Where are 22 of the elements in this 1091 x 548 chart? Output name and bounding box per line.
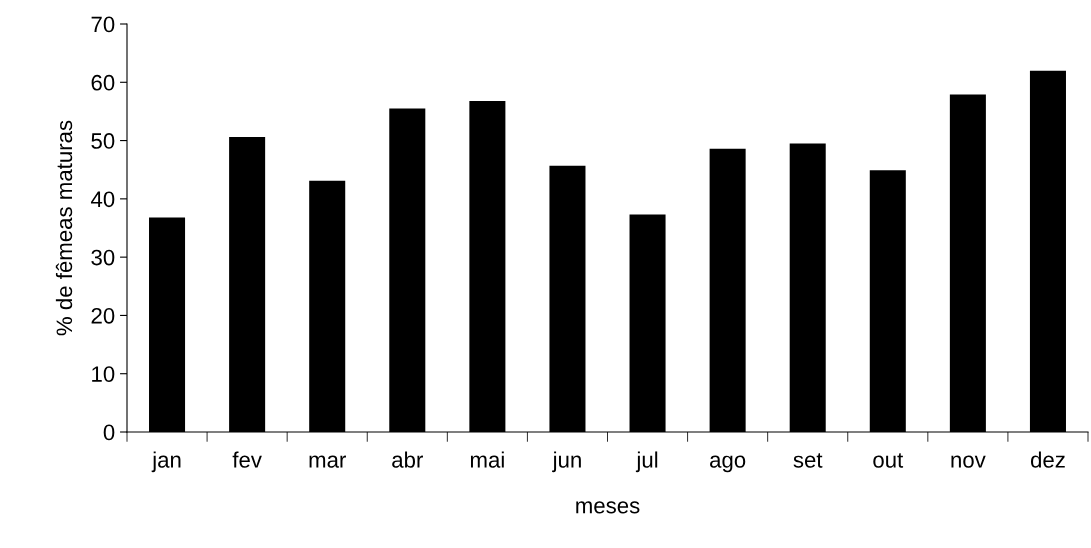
- x-axis-title: meses: [576, 501, 640, 514]
- y-tick-label: 50: [91, 133, 115, 149]
- x-tick-label: abr: [392, 451, 423, 468]
- x-tick-label: fev: [232, 451, 262, 468]
- x-tick-label: mai: [470, 451, 504, 468]
- x-tick-label: nov: [951, 455, 986, 468]
- y-tick-label: 30: [91, 249, 115, 266]
- x-tick-label: jan: [151, 451, 181, 473]
- x-tick-label: dez: [1030, 451, 1065, 468]
- y-axis-title: % de fêmeas maturas: [55, 120, 73, 336]
- y-tick-label: 0: [103, 424, 115, 441]
- x-tick-label: set: [793, 453, 823, 468]
- y-tick-label: 60: [91, 74, 115, 91]
- x-tick-label: jul: [635, 451, 658, 473]
- x-tick-label: ago: [710, 455, 746, 473]
- y-tick-label: 10: [92, 366, 115, 382]
- x-tick-label: out: [873, 453, 904, 468]
- y-tick-label: 20: [91, 307, 115, 324]
- y-tick-label: 70: [91, 16, 115, 33]
- y-tick-label: 40: [90, 191, 115, 208]
- x-tick-label: jun: [552, 451, 581, 473]
- x-tick-label: mar: [309, 455, 346, 468]
